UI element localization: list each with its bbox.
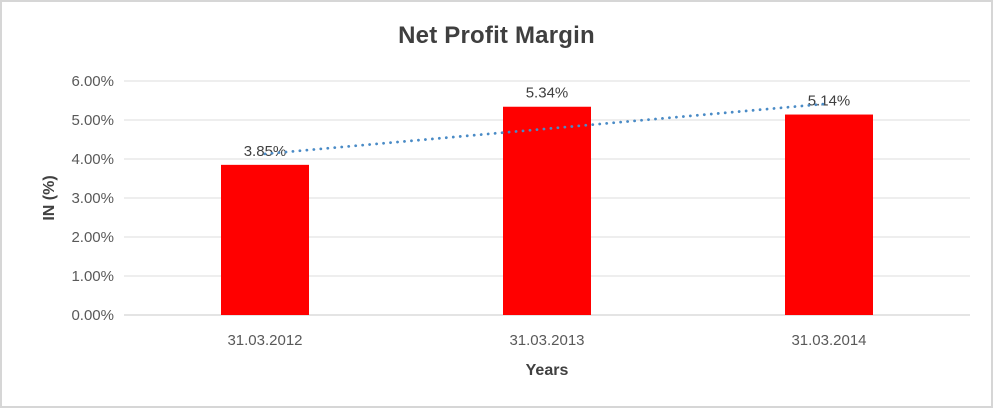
- y-tick-label: 0.00%: [71, 307, 114, 324]
- y-tick-label: 3.00%: [71, 190, 114, 207]
- y-tick-label: 6.00%: [71, 73, 114, 90]
- x-tick-label: 31.03.2012: [227, 332, 302, 349]
- y-tick-label: 2.00%: [71, 229, 114, 246]
- y-tick-label: 5.00%: [71, 112, 114, 129]
- data-label: 5.34%: [526, 85, 569, 102]
- data-label: 5.14%: [808, 93, 851, 110]
- y-tick-label: 4.00%: [71, 151, 114, 168]
- x-tick-label: 31.03.2014: [791, 332, 866, 349]
- y-tick-label: 1.00%: [71, 268, 114, 285]
- chart-title: Net Profit Margin: [398, 22, 595, 49]
- bar-31.03.2012: [221, 164, 309, 315]
- data-label: 3.85%: [244, 143, 287, 160]
- x-axis-title: Years: [525, 362, 569, 379]
- bar-31.03.2014: [785, 114, 873, 315]
- bar-31.03.2013: [503, 106, 591, 316]
- x-tick-label: 31.03.2013: [509, 332, 584, 349]
